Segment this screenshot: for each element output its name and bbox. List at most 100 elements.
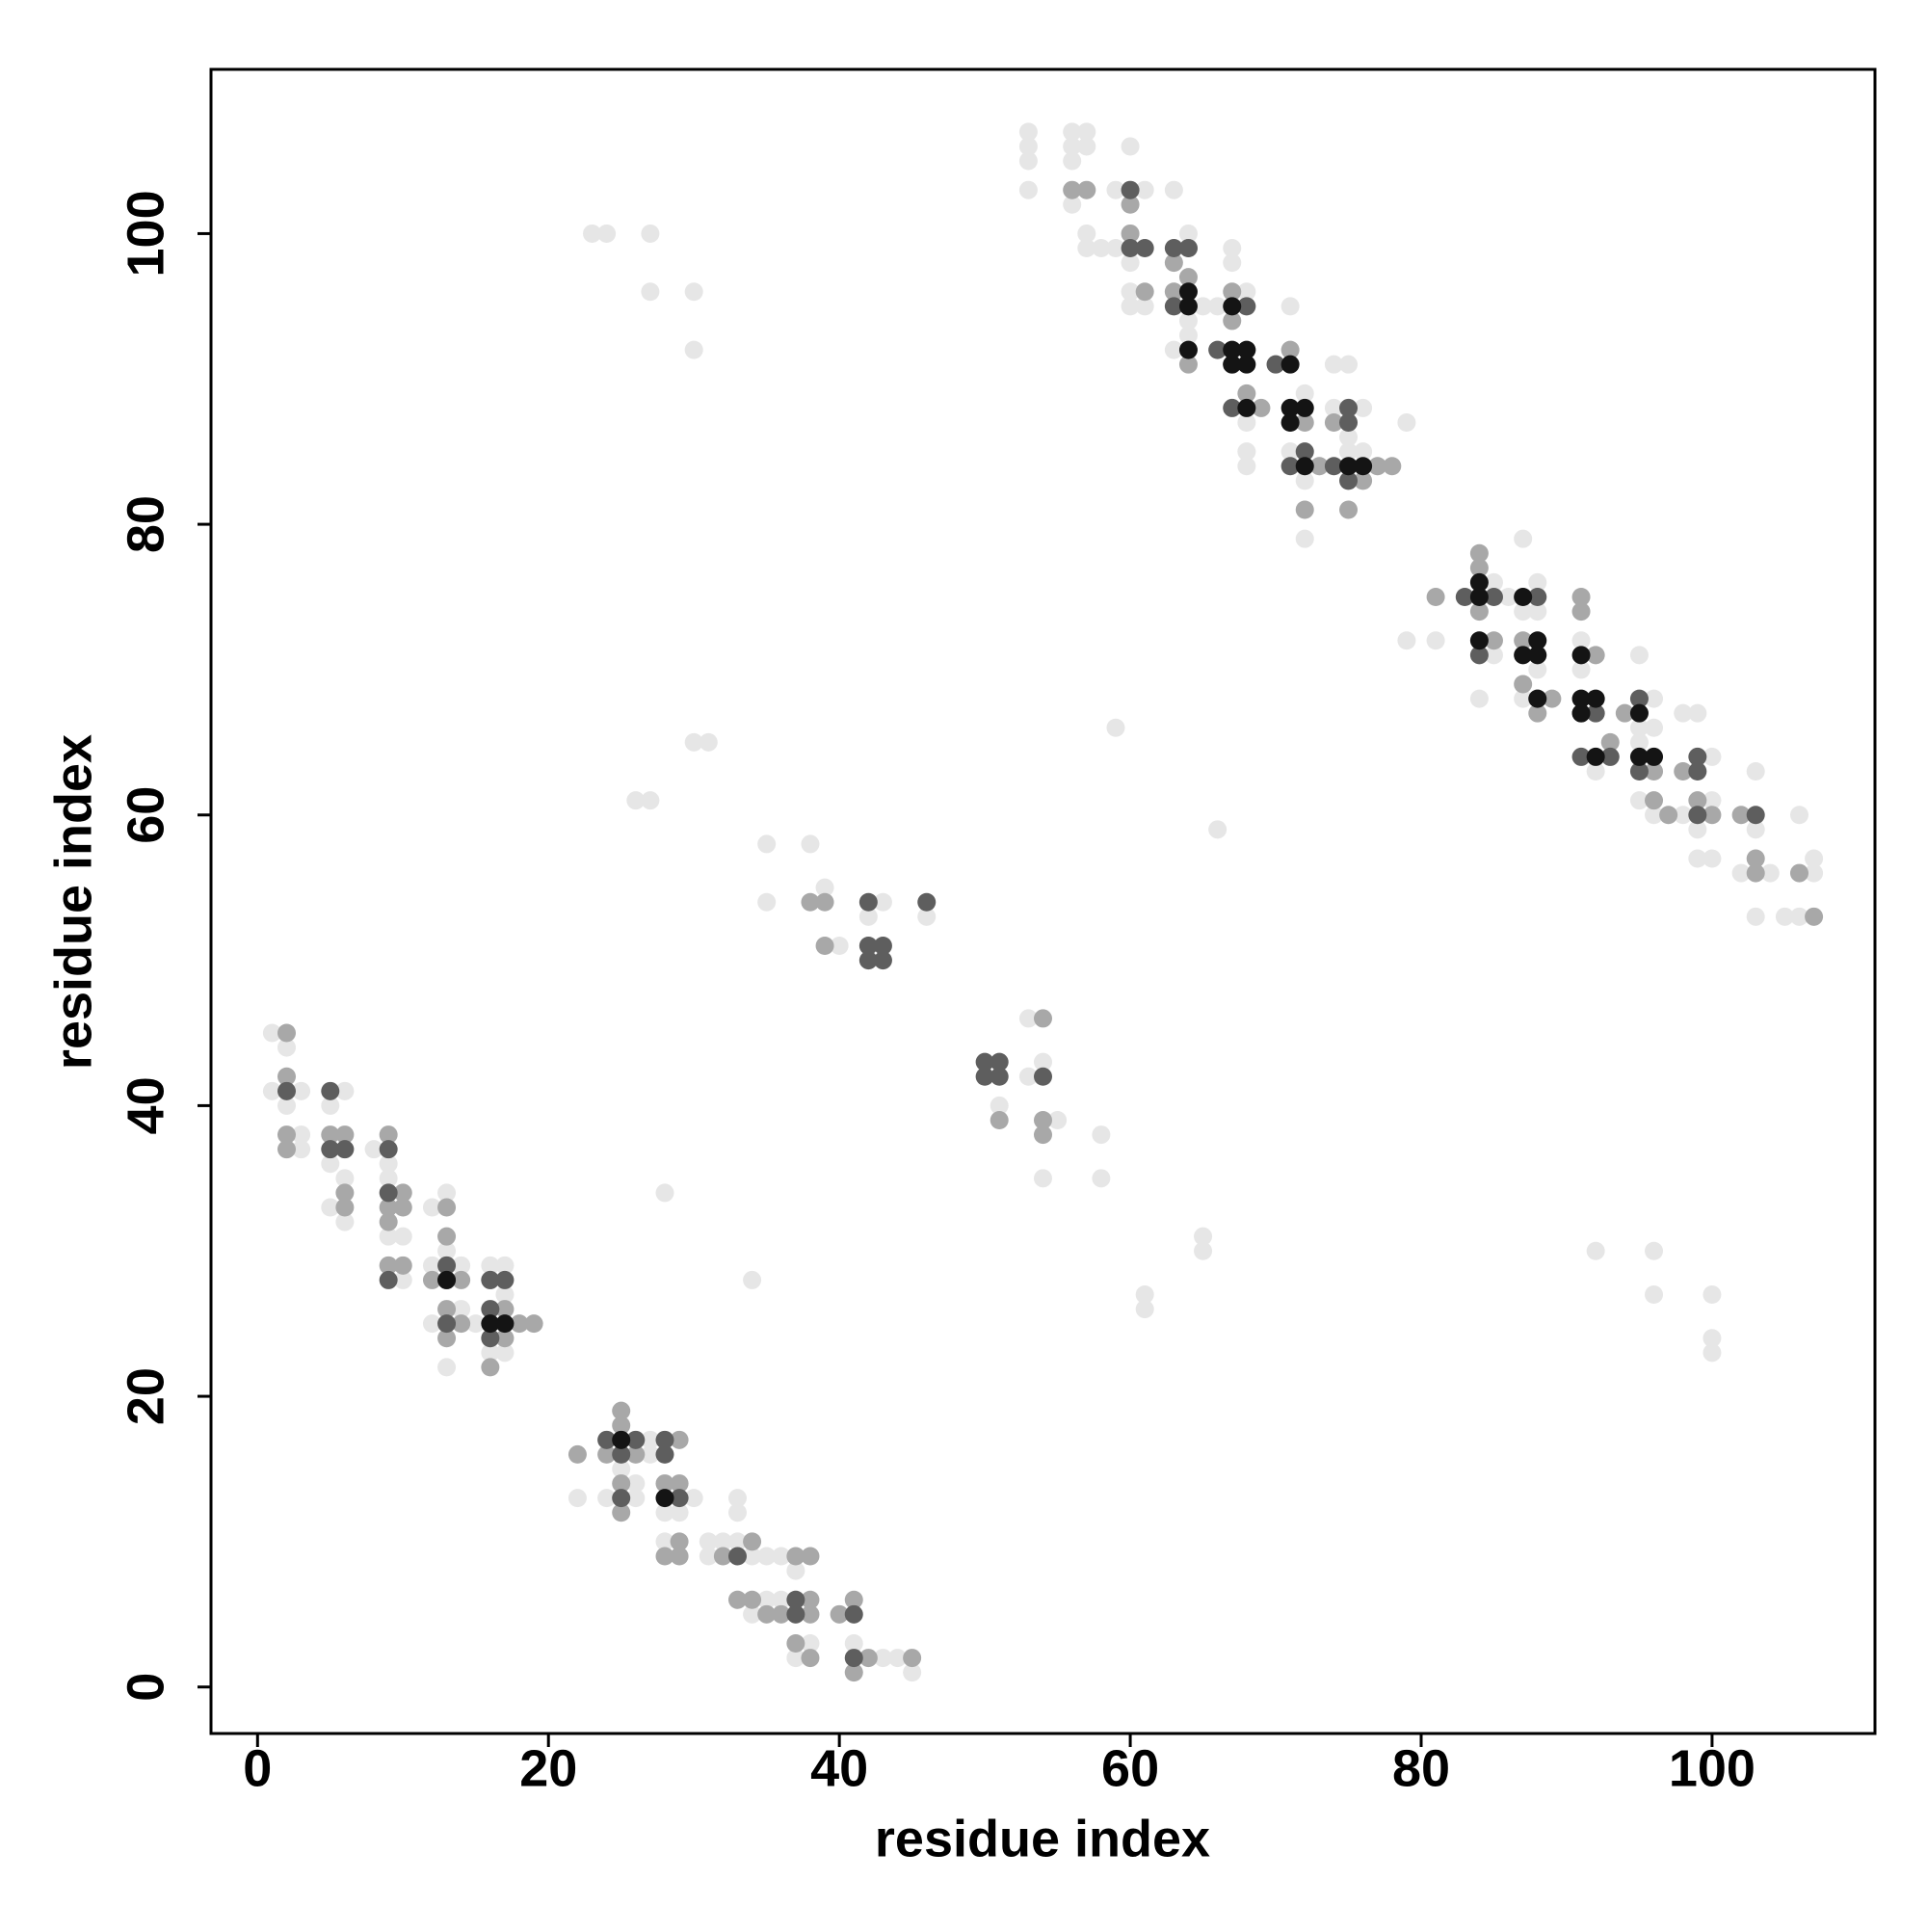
point bbox=[1135, 1300, 1154, 1319]
point bbox=[422, 1198, 441, 1217]
point bbox=[1077, 137, 1096, 156]
point bbox=[1746, 907, 1765, 926]
point bbox=[1688, 791, 1707, 810]
point bbox=[1208, 820, 1227, 839]
point bbox=[335, 1140, 355, 1159]
point bbox=[1034, 1125, 1052, 1145]
point bbox=[1775, 907, 1794, 926]
point bbox=[1746, 762, 1765, 781]
point bbox=[612, 1459, 631, 1478]
point bbox=[1645, 806, 1664, 825]
point bbox=[524, 1314, 543, 1334]
point bbox=[1018, 180, 1038, 199]
point bbox=[815, 892, 834, 912]
point bbox=[1295, 529, 1314, 548]
point bbox=[1237, 457, 1256, 476]
point bbox=[1645, 762, 1664, 781]
point bbox=[1121, 282, 1140, 302]
point bbox=[684, 340, 703, 359]
point bbox=[1324, 355, 1343, 374]
point bbox=[1295, 471, 1314, 490]
point bbox=[292, 1125, 311, 1145]
point bbox=[437, 1198, 457, 1217]
point bbox=[495, 1256, 515, 1275]
point bbox=[335, 1212, 355, 1231]
point bbox=[655, 1532, 674, 1551]
point bbox=[670, 1474, 689, 1494]
point bbox=[612, 1430, 631, 1449]
point bbox=[1586, 689, 1605, 708]
point bbox=[1571, 588, 1591, 607]
point bbox=[670, 1532, 689, 1551]
point bbox=[1571, 703, 1591, 723]
point bbox=[1354, 471, 1373, 490]
point bbox=[1790, 907, 1808, 926]
point bbox=[1018, 1009, 1038, 1028]
point bbox=[1280, 355, 1300, 374]
point bbox=[844, 1633, 863, 1653]
point bbox=[1295, 384, 1314, 403]
point bbox=[801, 1604, 820, 1624]
point bbox=[727, 1547, 747, 1566]
point bbox=[844, 1604, 863, 1624]
point bbox=[1063, 137, 1082, 156]
point bbox=[437, 1227, 457, 1246]
point bbox=[1237, 340, 1256, 359]
point bbox=[1339, 355, 1359, 374]
point bbox=[495, 1300, 515, 1319]
point bbox=[1237, 442, 1256, 462]
point bbox=[801, 834, 820, 854]
point bbox=[670, 1547, 689, 1566]
point bbox=[1688, 703, 1707, 723]
point bbox=[1790, 806, 1808, 825]
y-axis-label: residue index bbox=[44, 734, 102, 1070]
point bbox=[321, 1125, 340, 1145]
point bbox=[1790, 863, 1808, 883]
point bbox=[1252, 398, 1271, 417]
point bbox=[379, 1270, 398, 1289]
point bbox=[743, 1547, 762, 1566]
point bbox=[335, 1198, 355, 1217]
point bbox=[844, 1663, 863, 1682]
point bbox=[1018, 1067, 1038, 1086]
point bbox=[1586, 762, 1605, 781]
point bbox=[1528, 602, 1547, 622]
point bbox=[873, 951, 892, 970]
point bbox=[1223, 311, 1242, 331]
point bbox=[1426, 588, 1445, 607]
point bbox=[1309, 457, 1329, 476]
point bbox=[379, 1227, 398, 1246]
x-tick-label: 40 bbox=[810, 1739, 868, 1797]
point bbox=[801, 1649, 820, 1668]
point bbox=[335, 1183, 355, 1203]
point bbox=[743, 1270, 762, 1289]
point bbox=[1034, 1009, 1052, 1028]
point bbox=[1178, 355, 1198, 374]
point bbox=[858, 937, 878, 956]
point bbox=[1703, 791, 1722, 810]
point bbox=[379, 1169, 398, 1188]
point bbox=[466, 1314, 486, 1334]
point bbox=[1586, 1241, 1605, 1260]
point bbox=[1645, 747, 1664, 766]
point bbox=[612, 1503, 631, 1522]
point bbox=[713, 1547, 732, 1566]
point bbox=[1397, 413, 1416, 433]
point bbox=[1280, 442, 1300, 462]
point bbox=[815, 937, 834, 956]
point bbox=[1121, 297, 1140, 316]
point bbox=[1469, 602, 1489, 622]
point bbox=[1629, 646, 1649, 665]
point bbox=[1805, 849, 1824, 868]
point bbox=[1688, 849, 1707, 868]
point bbox=[1121, 195, 1140, 214]
point bbox=[1237, 297, 1256, 316]
point bbox=[379, 1154, 398, 1174]
x-tick-label: 0 bbox=[243, 1739, 272, 1797]
point bbox=[437, 1314, 457, 1334]
point bbox=[1645, 1284, 1664, 1304]
point bbox=[437, 1358, 457, 1377]
point bbox=[1484, 646, 1503, 665]
point bbox=[1339, 413, 1359, 433]
point bbox=[1586, 747, 1605, 766]
